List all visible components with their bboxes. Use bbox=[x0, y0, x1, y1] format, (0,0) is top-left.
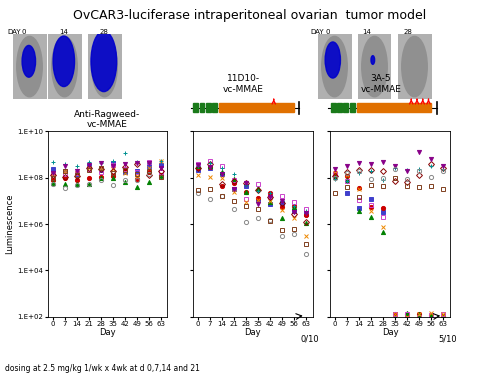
Bar bbox=[193, 103, 198, 112]
Ellipse shape bbox=[92, 36, 117, 97]
X-axis label: Day: Day bbox=[244, 328, 261, 338]
Text: 3A-5
vc-MMAE: 3A-5 vc-MMAE bbox=[360, 74, 402, 94]
Text: OvCAR3-luciferase intraperitoneal ovarian  tumor model: OvCAR3-luciferase intraperitoneal ovaria… bbox=[74, 9, 426, 22]
Ellipse shape bbox=[53, 36, 74, 87]
Bar bbox=[337, 103, 342, 112]
X-axis label: Day: Day bbox=[99, 328, 116, 338]
Bar bbox=[356, 103, 432, 112]
Ellipse shape bbox=[371, 56, 374, 64]
Ellipse shape bbox=[22, 45, 36, 77]
Bar bbox=[219, 103, 294, 112]
Text: 14: 14 bbox=[362, 28, 371, 34]
Bar bbox=[331, 103, 336, 112]
Text: DAY: DAY bbox=[8, 28, 21, 34]
Text: 0/10: 0/10 bbox=[300, 334, 320, 343]
Text: 14: 14 bbox=[60, 28, 68, 34]
Bar bbox=[206, 103, 210, 112]
Ellipse shape bbox=[325, 42, 340, 78]
Text: Anti-Ragweed-
vc-MMAE: Anti-Ragweed- vc-MMAE bbox=[74, 110, 140, 129]
Ellipse shape bbox=[402, 36, 427, 97]
Ellipse shape bbox=[52, 36, 77, 97]
Text: 0: 0 bbox=[22, 28, 26, 34]
Bar bbox=[200, 103, 204, 112]
Bar bbox=[344, 103, 348, 112]
Ellipse shape bbox=[362, 36, 387, 97]
X-axis label: Day: Day bbox=[382, 328, 398, 338]
Text: dosing at 2.5 mg/kg 1/wk x 4wk at d 0,7,14 and 21: dosing at 2.5 mg/kg 1/wk x 4wk at d 0,7,… bbox=[5, 364, 200, 373]
Text: 11D10-
vc-MMAE: 11D10- vc-MMAE bbox=[223, 74, 264, 94]
Text: 28: 28 bbox=[100, 28, 108, 34]
Text: 28: 28 bbox=[403, 28, 412, 34]
Ellipse shape bbox=[17, 36, 42, 97]
Text: DAY: DAY bbox=[310, 28, 324, 34]
Ellipse shape bbox=[91, 31, 116, 92]
Text: 5/10: 5/10 bbox=[438, 334, 457, 343]
Ellipse shape bbox=[322, 36, 347, 97]
Bar bbox=[350, 103, 354, 112]
Y-axis label: Luminescence: Luminescence bbox=[6, 194, 15, 254]
Text: 0: 0 bbox=[325, 28, 330, 34]
Bar bbox=[212, 103, 217, 112]
